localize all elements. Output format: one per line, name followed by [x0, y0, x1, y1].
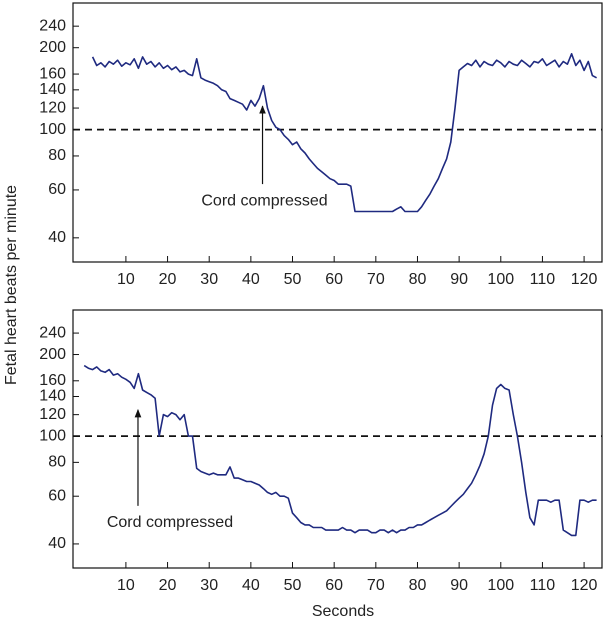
y-tick-label: 200 — [39, 346, 66, 363]
x-tick-label: 70 — [367, 577, 385, 594]
x-tick-label: 40 — [242, 271, 260, 288]
x-tick-label: 110 — [530, 577, 556, 594]
y-tick-label: 100 — [39, 427, 66, 444]
x-tick-label: 60 — [325, 577, 343, 594]
x-tick-label: 90 — [450, 271, 468, 288]
plot-frame — [72, 2, 603, 263]
heart-rate-line — [83, 364, 597, 537]
annotation-text: Cord compressed — [201, 192, 327, 209]
x-axis-label: Seconds — [312, 603, 374, 620]
y-axis-label: Fetal heart beats per minute — [3, 185, 20, 385]
x-tick-label: 100 — [487, 577, 514, 594]
y-tick-label: 160 — [39, 65, 66, 82]
x-tick-label: 120 — [571, 577, 598, 594]
x-tick-label: 60 — [325, 271, 343, 288]
y-tick-label: 140 — [39, 388, 66, 405]
y-tick-label: 160 — [39, 372, 66, 389]
x-tick-label: 100 — [487, 271, 514, 288]
y-tick-label: 240 — [39, 17, 66, 34]
y-tick-label: 140 — [39, 81, 66, 98]
x-tick-label: 120 — [571, 271, 598, 288]
y-tick-label: 60 — [48, 487, 66, 504]
y-tick-label: 40 — [48, 229, 66, 246]
y-tick-label: 120 — [39, 99, 66, 116]
y-tick-label: 40 — [48, 535, 66, 552]
y-tick-label: 60 — [48, 181, 66, 198]
plot-frame — [72, 309, 603, 569]
y-tick-label: 80 — [48, 147, 66, 164]
x-tick-label: 20 — [159, 577, 177, 594]
annotation-text: Cord compressed — [107, 514, 233, 531]
x-tick-label: 90 — [450, 577, 468, 594]
y-tick-label: 100 — [39, 121, 66, 138]
heart-rate-line — [91, 53, 597, 213]
x-tick-label: 40 — [242, 577, 260, 594]
x-tick-label: 30 — [200, 271, 218, 288]
x-tick-label: 50 — [284, 577, 302, 594]
x-tick-label: 50 — [284, 271, 302, 288]
x-tick-label: 80 — [409, 577, 427, 594]
x-tick-label: 10 — [117, 271, 135, 288]
y-tick-label: 80 — [48, 454, 66, 471]
x-tick-label: 20 — [159, 271, 177, 288]
y-tick-label: 200 — [39, 39, 66, 56]
y-tick-label: 120 — [39, 406, 66, 423]
x-tick-label: 80 — [409, 271, 427, 288]
x-tick-label: 30 — [200, 577, 218, 594]
x-tick-label: 10 — [117, 577, 135, 594]
x-tick-label: 110 — [530, 271, 556, 288]
x-tick-label: 70 — [367, 271, 385, 288]
y-tick-label: 240 — [39, 324, 66, 341]
